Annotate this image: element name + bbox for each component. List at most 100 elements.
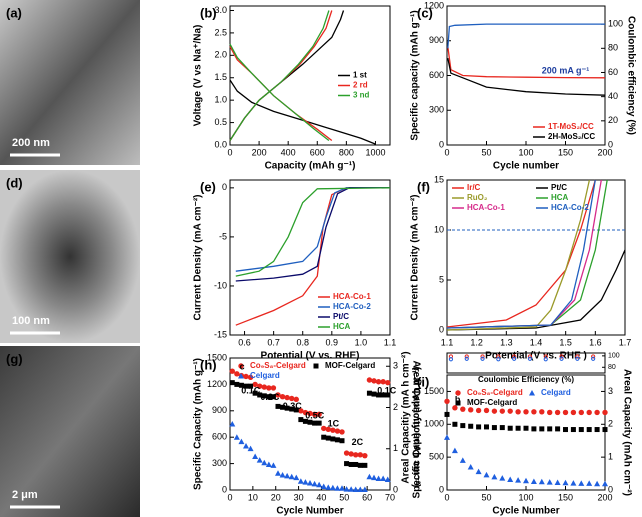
data-point [247, 374, 254, 381]
y-axis-label: Voltage (V vs Na⁺/Na) [193, 25, 204, 127]
y-tick-label: 500 [429, 452, 444, 462]
data-point [380, 392, 386, 398]
annotation: 0.3C [283, 401, 303, 411]
data-point [288, 473, 295, 480]
ce-point [480, 356, 485, 361]
data-point [234, 371, 240, 377]
ce-tick-label: 100 [608, 353, 620, 360]
y-tick-label: 600 [429, 70, 444, 80]
legend-label: Celgard [250, 371, 280, 380]
data-point [375, 379, 382, 385]
y-tick-label: 3.0 [214, 5, 227, 15]
data-point [499, 475, 506, 481]
legend-label: MOF-Celgard [325, 361, 375, 370]
data-point [293, 474, 300, 481]
x-axis-label: Potential (V vs. RHE ) [485, 351, 587, 362]
data-point [311, 480, 318, 487]
data-point [339, 485, 345, 491]
data-point [586, 427, 592, 433]
data-point [307, 410, 313, 417]
ce-tick-label: 80 [608, 364, 616, 371]
y-tick-label: 0.0 [214, 139, 227, 149]
y-tick-label: -5 [219, 231, 227, 241]
data-point [284, 472, 291, 479]
data-line [446, 179, 596, 328]
data-point [270, 394, 276, 400]
ce-point [591, 354, 596, 359]
data-point [233, 434, 240, 440]
data-point [460, 423, 466, 429]
data-point [602, 409, 608, 416]
x-tick-label: 20 [271, 492, 281, 502]
y-tick-label: 15 [434, 174, 444, 184]
y2-axis-label: Coulombic efficiency (%) [625, 16, 636, 135]
data-point [376, 392, 382, 398]
data-point [261, 459, 268, 466]
x-tick-label: 1.7 [619, 337, 632, 347]
annotation: 0.1C [377, 385, 397, 395]
x-tick-label: 0 [227, 492, 232, 502]
data-point [538, 478, 545, 485]
data-point [547, 426, 553, 432]
data-point [523, 477, 529, 484]
data-point [562, 409, 569, 416]
data-point [546, 479, 553, 485]
data-point [380, 379, 386, 385]
data-point [554, 409, 561, 416]
x-tick-label: 1.1 [384, 337, 397, 347]
x-tick-label: 0.7 [267, 337, 280, 347]
y-axis-label: Current Density (mA cm⁻²) [410, 194, 421, 320]
legend-label: 2 rd [353, 81, 368, 90]
x-tick-label: 200 [597, 147, 612, 157]
data-point [275, 470, 281, 476]
x-tick-label: 0 [227, 147, 232, 157]
x-tick-label: 150 [558, 492, 573, 502]
legend-label: HCA-Co-2 [333, 302, 371, 311]
y-axis-label: Specific Capacity (mAh g⁻¹) [193, 358, 204, 490]
legend-label: MOF-Celgard [467, 398, 517, 407]
data-point [539, 409, 545, 415]
x-tick-label: 200 [597, 492, 612, 502]
legend-label: 2H-MoS₂/CC [548, 132, 595, 141]
data-point [371, 474, 377, 481]
data-point [257, 383, 263, 389]
data-point [491, 408, 498, 414]
ce-point [575, 354, 580, 359]
data-point [348, 451, 354, 457]
ce-point [512, 354, 517, 359]
x-tick-label: 1.2 [470, 337, 483, 347]
ce-point [512, 356, 517, 361]
data-point [270, 462, 277, 468]
data-point [343, 486, 350, 492]
data-point [452, 421, 458, 427]
plot-frame [229, 5, 391, 146]
data-point [330, 436, 336, 442]
micrograph [0, 346, 140, 517]
legend-swatch [529, 390, 535, 396]
legend-swatch [313, 363, 319, 369]
legend-label: Ir/C [467, 183, 481, 192]
data-line [446, 179, 596, 329]
micrograph [0, 0, 140, 165]
x-tick-label: 150 [558, 147, 573, 157]
data-point [311, 411, 318, 418]
data-point [348, 461, 354, 467]
data-point [238, 438, 245, 445]
data-point [452, 405, 458, 411]
data-point [468, 423, 474, 429]
data-point [343, 450, 350, 456]
data-point [270, 385, 277, 391]
y2-tick-label: 0 [608, 139, 613, 149]
data-point [329, 484, 336, 491]
data-point [507, 476, 514, 482]
y-tick-label: 1500 [424, 386, 444, 396]
data-point [279, 472, 286, 478]
annotation: 1C [328, 418, 340, 428]
scale-bar-label: 100 nm [12, 315, 50, 327]
data-point [547, 409, 553, 416]
data-point [563, 427, 568, 433]
panel-label: (e) [200, 179, 216, 194]
data-point [570, 480, 577, 486]
data-point [594, 480, 601, 487]
data-point [507, 408, 513, 414]
